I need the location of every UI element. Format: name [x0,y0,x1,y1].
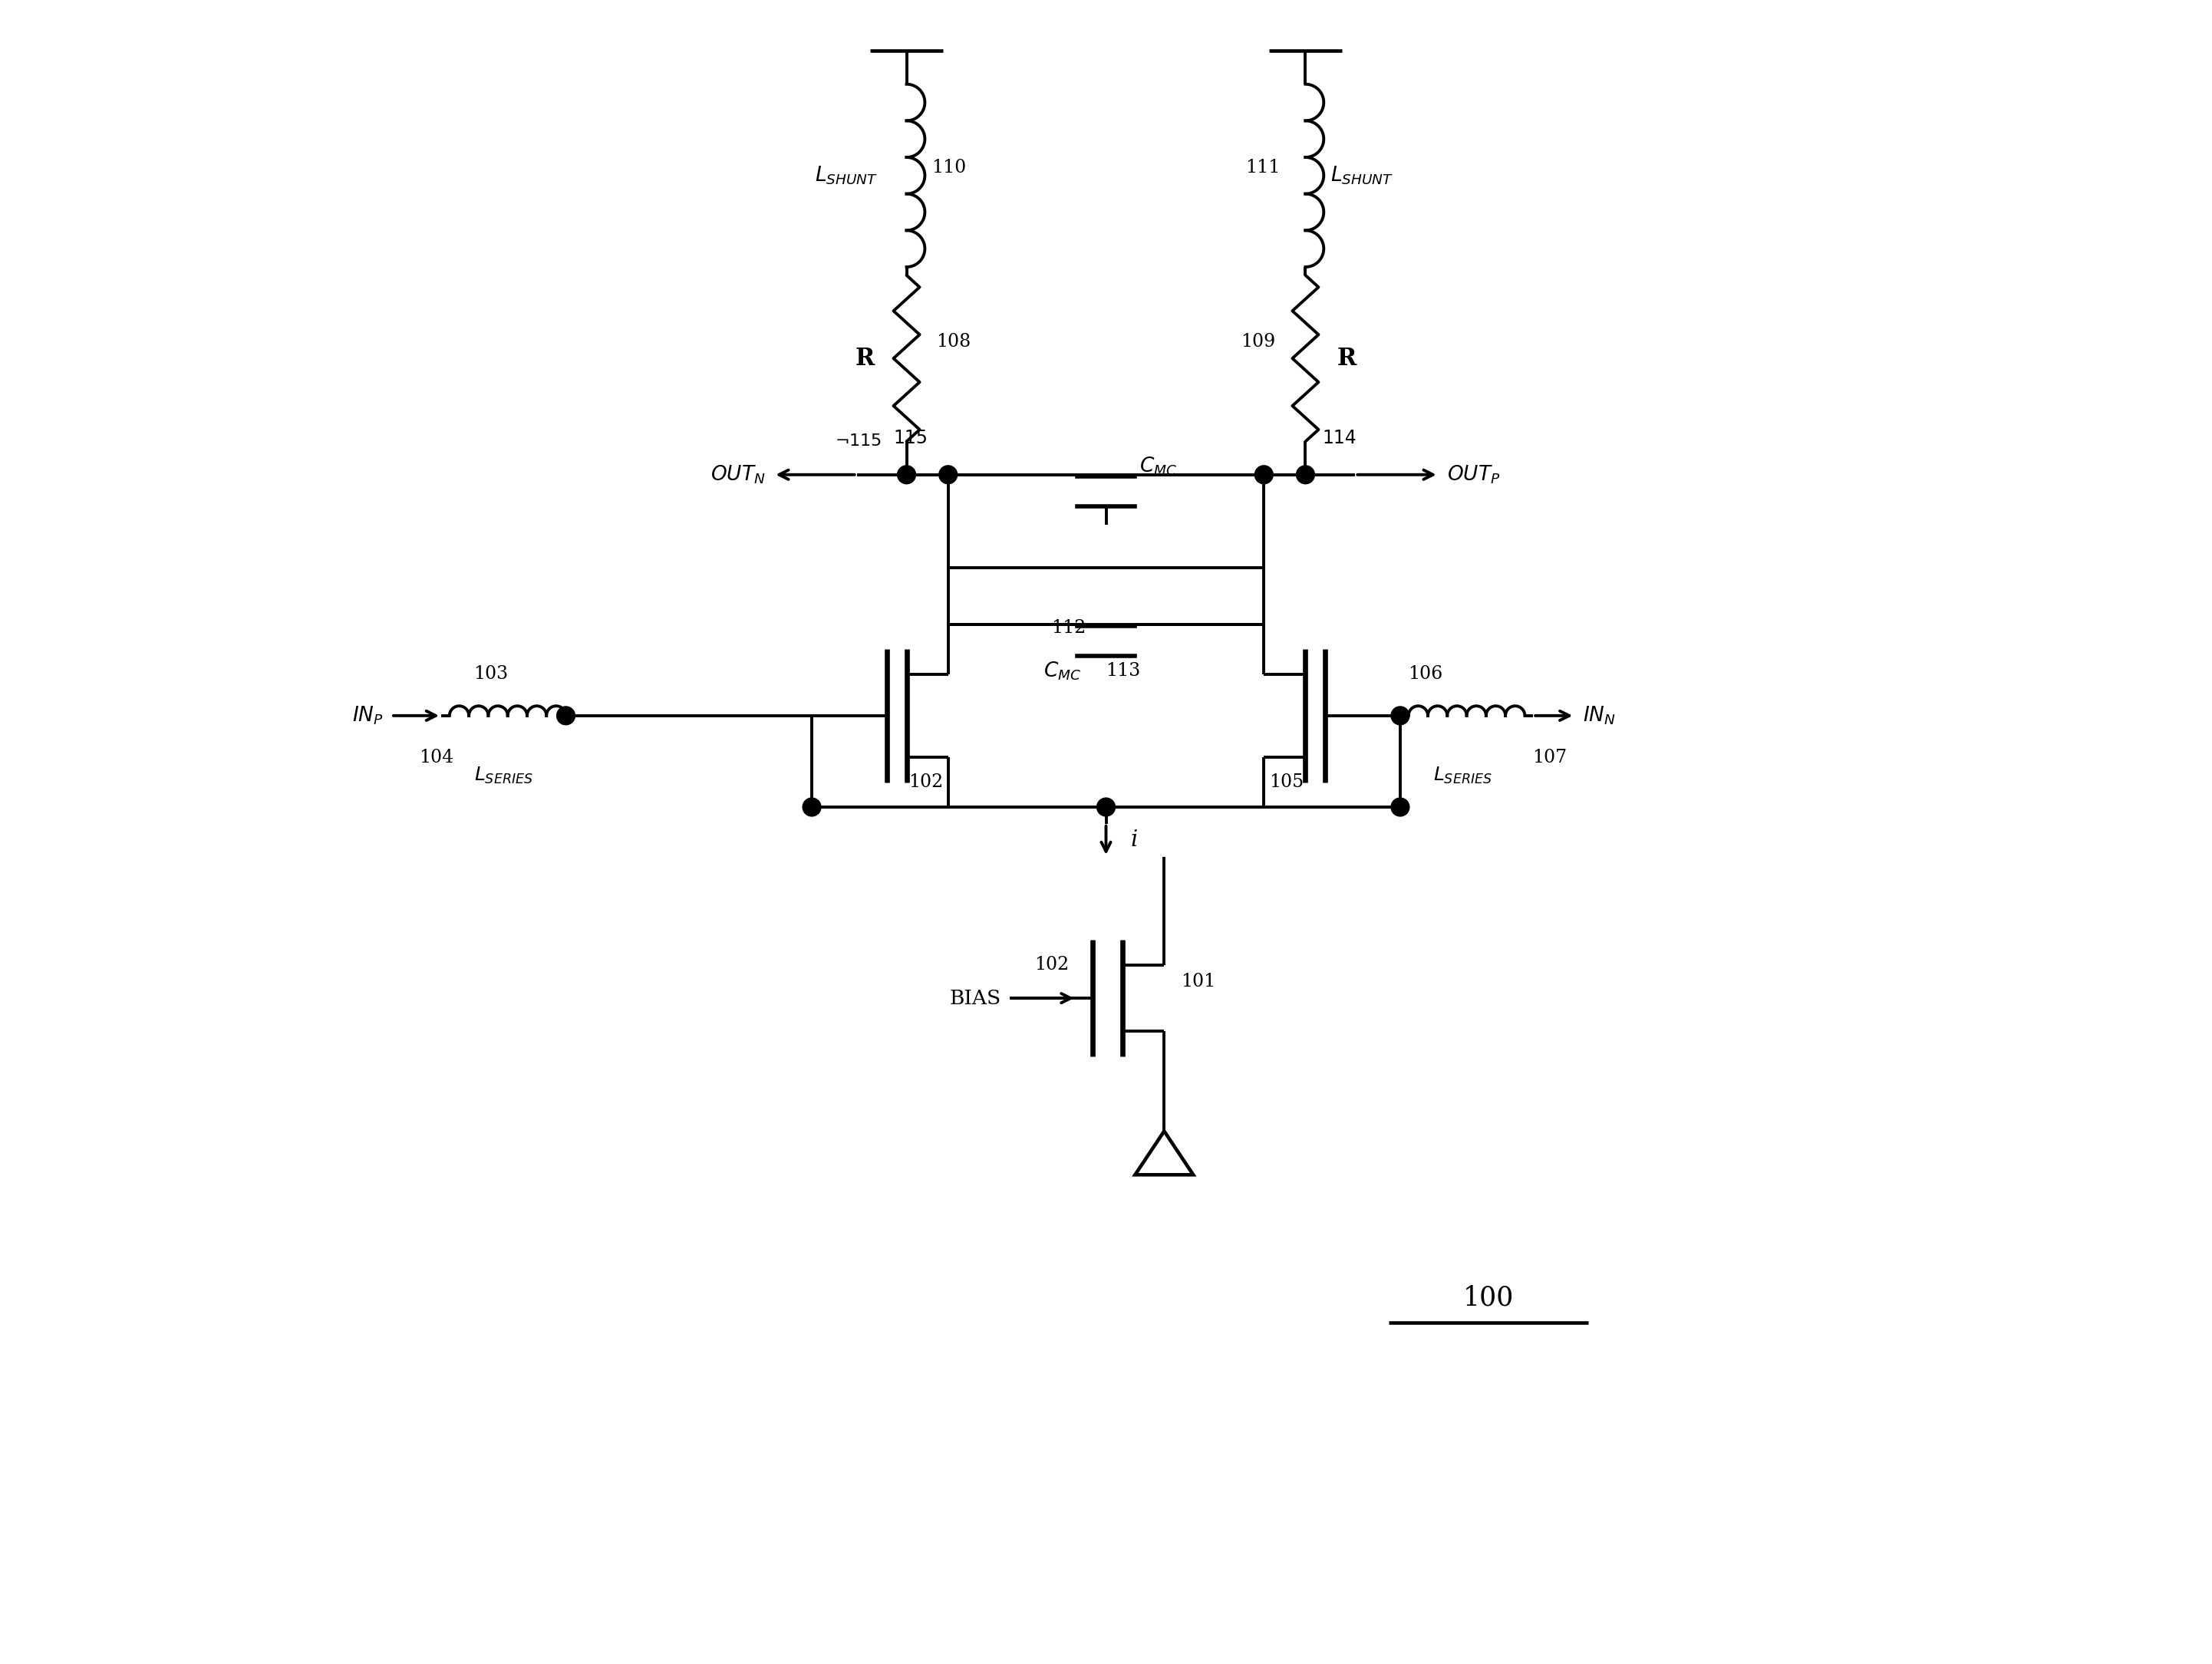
Text: $C_{MC}$: $C_{MC}$ [1044,661,1082,682]
Text: 113: 113 [1106,662,1141,679]
Text: 102: 102 [909,774,942,790]
Text: $L_{SHUNT}$: $L_{SHUNT}$ [1329,165,1394,186]
Text: $\neg$115: $\neg$115 [834,434,883,449]
Text: 108: 108 [936,333,971,351]
Text: 115: 115 [894,429,927,448]
Text: 102: 102 [1035,957,1068,973]
Text: 101: 101 [1181,973,1217,990]
Text: $L_{SERIES}$: $L_{SERIES}$ [473,765,533,785]
Circle shape [1391,707,1409,726]
Text: 110: 110 [931,158,967,176]
Text: 106: 106 [1407,666,1442,682]
Text: R: R [1338,346,1356,371]
Circle shape [1296,466,1314,484]
Text: 105: 105 [1270,774,1303,790]
Text: 104: 104 [418,749,453,765]
Circle shape [1391,799,1409,817]
Circle shape [938,466,958,484]
Text: $IN_N$: $IN_N$ [1584,706,1617,727]
Text: $OUT_N$: $OUT_N$ [710,464,765,486]
Text: $IN_P$: $IN_P$ [352,706,383,727]
Text: 112: 112 [1051,619,1086,636]
Circle shape [1254,466,1274,484]
Text: 107: 107 [1533,749,1566,765]
Text: 100: 100 [1462,1285,1513,1310]
Text: $L_{SERIES}$: $L_{SERIES}$ [1433,765,1493,785]
Circle shape [898,466,916,484]
Text: $OUT_P$: $OUT_P$ [1447,464,1500,486]
Text: 114: 114 [1323,429,1356,448]
Text: R: R [856,346,874,371]
Text: i: i [1130,830,1139,850]
Text: 109: 109 [1241,333,1276,351]
Text: 111: 111 [1245,158,1281,176]
Text: $C_{MC}$: $C_{MC}$ [1139,456,1177,478]
Text: BIAS: BIAS [949,988,1002,1008]
Text: $L_{SHUNT}$: $L_{SHUNT}$ [816,165,878,186]
Text: 103: 103 [473,666,509,682]
Circle shape [1097,799,1115,817]
Circle shape [803,799,821,817]
Circle shape [557,707,575,726]
